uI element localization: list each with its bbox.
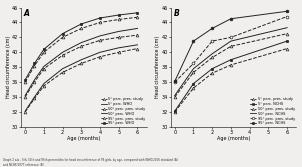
X-axis label: Age (months): Age (months) bbox=[217, 136, 250, 141]
Legend: 5° perc. pres. study, 5° perc. NCHS, 50° perc. pres. study, 50° perc. NCHS, 95° : 5° perc. pres. study, 5° perc. NCHS, 50°… bbox=[250, 97, 295, 126]
Y-axis label: Head circumference (cm): Head circumference (cm) bbox=[5, 36, 11, 98]
Y-axis label: Head circumference (cm): Head circumference (cm) bbox=[155, 36, 160, 98]
Text: B: B bbox=[174, 9, 179, 18]
Legend: 5° perc. pres. study, 5° perc. WHO, 50° perc. pres. study, 50° perc. WHO, 95° pe: 5° perc. pres. study, 5° perc. WHO, 50° … bbox=[100, 97, 146, 126]
X-axis label: Age (months): Age (months) bbox=[67, 136, 101, 141]
Text: A: A bbox=[24, 9, 30, 18]
Text: Graph 2 a-b - 5th, 50th and 95th percentiles for head circumference of 95 girls,: Graph 2 a-b - 5th, 50th and 95th percent… bbox=[3, 158, 178, 167]
